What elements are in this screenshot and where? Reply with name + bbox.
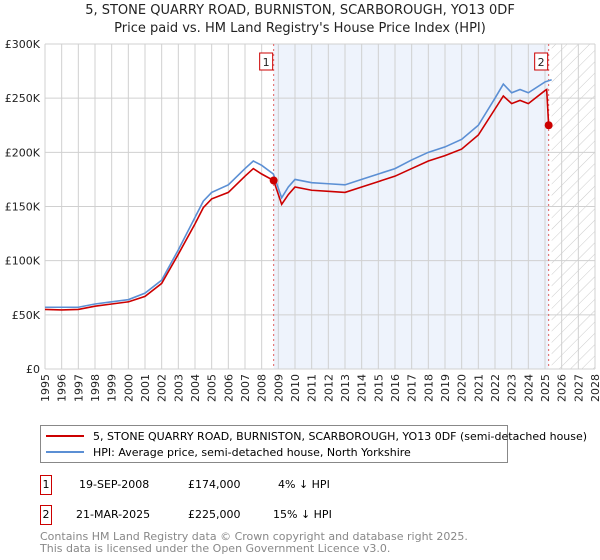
sale-label: 2 [538,56,545,69]
transaction-date: 19-SEP-2008 [79,478,150,491]
transaction-price: £174,000 [188,478,241,491]
transaction-price: £225,000 [188,508,241,521]
x-tick-label: 2019 [439,374,452,402]
transaction-marker: 2 [40,505,52,525]
x-tick-label: 2027 [572,374,585,402]
legend-item-property: 5, STONE QUARRY ROAD, BURNISTON, SCARBOR… [41,428,587,444]
legend: 5, STONE QUARRY ROAD, BURNISTON, SCARBOR… [40,425,587,463]
x-tick-label: 1997 [72,374,85,402]
chart-title: 5, STONE QUARRY ROAD, BURNISTON, SCARBOR… [85,3,515,18]
x-tick-label: 2025 [539,374,552,402]
footer-licence: This data is licensed under the Open Gov… [40,542,391,555]
y-tick-label: £100K [5,255,41,268]
y-tick-label: £200K [5,146,41,159]
transaction-date: 21-MAR-2025 [76,508,151,521]
x-tick-label: 2006 [222,374,235,402]
transaction-delta: 15% ↓ HPI [273,508,332,521]
x-tick-label: 2026 [556,374,569,402]
x-tick-label: 2008 [256,374,269,402]
x-tick-label: 2028 [589,374,600,402]
property-price-line [44,88,550,311]
legend-item-hpi: HPI: Average price, semi-detached house,… [41,444,411,460]
legend-swatch-property [46,435,84,437]
x-tick-label: 2018 [422,374,435,402]
transaction-delta: 4% ↓ HPI [278,478,330,491]
x-tick-label: 2024 [522,374,535,402]
sale-point [544,121,553,130]
x-tick-label: 2005 [206,374,219,402]
transaction-row: 1 19-SEP-2008 £174,000 4% ↓ HPI [40,475,440,495]
x-tick-label: 2013 [339,374,352,402]
x-tick-label: 2002 [156,374,169,402]
y-tick-label: £50K [12,309,41,322]
x-tick-label: 2003 [172,374,185,402]
x-tick-label: 2023 [506,374,519,402]
legend-label-hpi: HPI: Average price, semi-detached house,… [93,445,411,459]
y-tick-label: £300K [5,38,41,51]
legend-label-property: 5, STONE QUARRY ROAD, BURNISTON, SCARBOR… [93,429,588,443]
chart-subtitle: Price paid vs. HM Land Registry's House … [114,21,486,36]
x-tick-label: 2000 [122,374,135,402]
sale-label-box [259,52,274,71]
y-tick-label: £0 [26,363,40,376]
transaction-row: 2 21-MAR-2025 £225,000 15% ↓ HPI [40,505,440,525]
x-tick-label: 2022 [489,374,502,402]
x-tick-label: 2010 [289,374,302,402]
plot-area: 1995 1996 1997 1998 1999 2000 2001 2002 2003 2004… [5,38,600,402]
sale-label-box [534,52,549,71]
x-tick-label: 2016 [389,374,402,402]
x-tick-label: 1998 [89,374,102,402]
x-tick-label: 2017 [406,374,419,402]
transaction-marker: 1 [40,475,52,495]
x-tick-label: 2009 [272,374,285,402]
x-tick-label: 2014 [356,374,369,402]
x-tick-label: 2021 [472,374,485,402]
footer-copyright: Contains HM Land Registry data © Crown c… [40,530,468,543]
x-tick-label: 2007 [239,374,252,402]
x-tick-label: 1995 [39,374,52,402]
sale-label: 1 [263,56,270,69]
legend-swatch-hpi [46,451,84,453]
sale-point [269,176,278,185]
x-tick-label: 2020 [456,374,469,402]
y-tick-label: £150K [5,201,41,214]
x-tick-label: 1999 [106,374,119,402]
x-tick-label: 2011 [306,374,319,402]
hpi-line [45,78,552,309]
x-tick-label: 2004 [189,374,202,402]
x-tick-label: 2015 [372,374,385,402]
x-tick-label: 2001 [139,374,152,402]
x-tick-label: 1996 [56,374,69,402]
y-tick-label: £250K [5,92,41,105]
x-tick-label: 2012 [322,374,335,402]
